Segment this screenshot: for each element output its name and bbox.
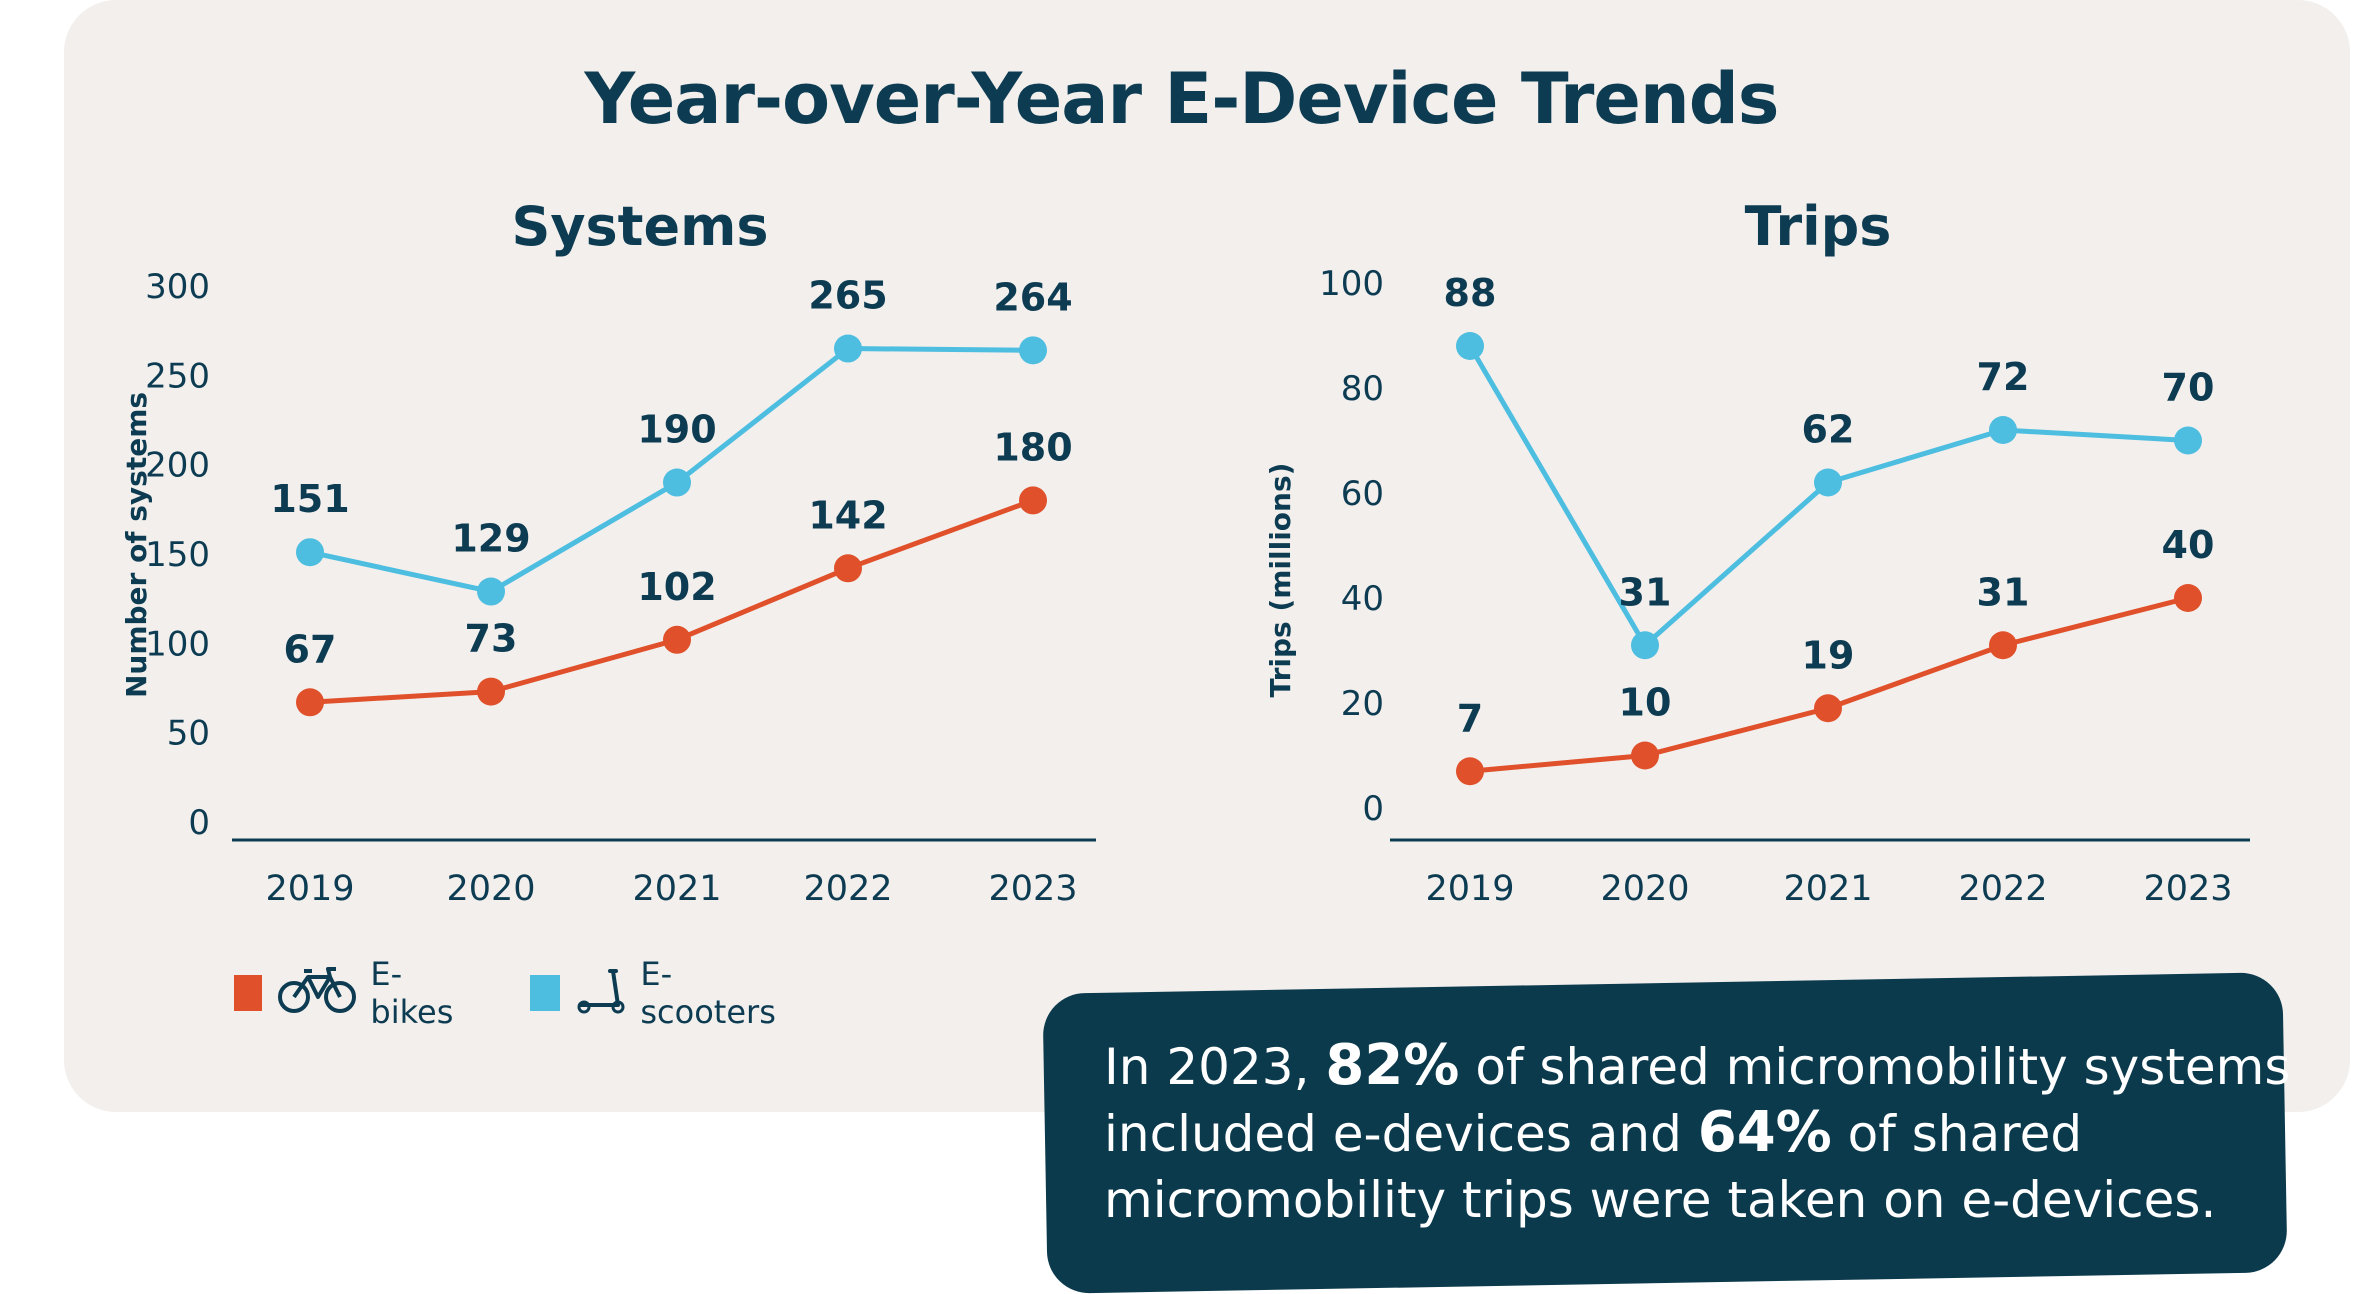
data-point-e-scooters xyxy=(1814,468,1842,497)
callout-stat-trips: 64% xyxy=(1697,1100,1832,1165)
y-tick-label: 150 xyxy=(145,535,210,575)
data-label-e-scooters: 265 xyxy=(808,274,887,318)
x-tick-label: 2019 xyxy=(1425,869,1514,909)
chart-panel xyxy=(64,0,2350,1112)
y-tick-label: 40 xyxy=(1341,579,1384,619)
y-tick-label: 300 xyxy=(145,267,210,307)
y-tick-label: 60 xyxy=(1341,474,1384,514)
data-label-e-scooters: 31 xyxy=(1619,570,1672,614)
legend-label-ebikes: E-bikes xyxy=(370,955,454,1031)
data-point-e-bikes xyxy=(2174,584,2202,612)
data-label-e-scooters: 129 xyxy=(451,517,530,561)
x-tick-label: 2023 xyxy=(2143,869,2232,909)
callout-line-3: micromobility trips were taken on e-devi… xyxy=(1104,1171,2217,1229)
callout-line-2: included e-devices and 64% of shared xyxy=(1104,1100,2083,1165)
data-point-e-bikes xyxy=(1989,631,2017,660)
chart-trips: Trips Trips (millions) 0 20 40 60 80 100 2019 202… xyxy=(1264,195,2250,909)
data-point-e-scooters xyxy=(1019,336,1047,365)
data-point-e-scooters xyxy=(2174,426,2202,455)
legend-swatch-ebikes xyxy=(234,975,263,1011)
data-label-e-bikes: 40 xyxy=(2162,523,2215,567)
data-label-e-scooters: 151 xyxy=(270,477,349,521)
legend-item-escooters: E-scooters xyxy=(530,955,781,1031)
x-tick-label: 2023 xyxy=(988,869,1077,909)
x-tick-label: 2019 xyxy=(265,869,354,909)
y-axis-label: Number of systems xyxy=(120,392,153,698)
data-point-e-bikes xyxy=(1019,486,1047,515)
x-tick-label: 2022 xyxy=(803,869,892,909)
x-tick-label: 2022 xyxy=(1958,869,2047,909)
y-tick-label: 80 xyxy=(1341,369,1384,409)
data-point-e-scooters xyxy=(477,577,505,606)
data-label-e-bikes: 102 xyxy=(637,565,716,609)
y-tick-label: 200 xyxy=(145,446,210,486)
chart-title: Systems xyxy=(511,195,768,258)
legend-swatch-escooters xyxy=(530,975,561,1011)
chart-title: Trips xyxy=(1745,195,1892,258)
legend-label-escooters: E-scooters xyxy=(640,955,776,1031)
y-tick-label: 50 xyxy=(167,714,210,754)
data-point-e-scooters xyxy=(834,334,862,363)
data-label-e-bikes: 10 xyxy=(1619,681,1672,725)
y-tick-label: 100 xyxy=(145,624,210,664)
data-point-e-scooters xyxy=(663,468,691,497)
data-label-e-bikes: 31 xyxy=(1977,570,2030,614)
data-point-e-scooters xyxy=(1456,332,1484,360)
data-label-e-bikes: 19 xyxy=(1802,633,1855,677)
data-label-e-bikes: 7 xyxy=(1457,696,1483,740)
y-tick-label: 0 xyxy=(1362,789,1384,829)
data-label-e-bikes: 73 xyxy=(465,617,518,661)
data-point-e-bikes xyxy=(663,625,691,654)
x-tick-label: 2021 xyxy=(1783,869,1872,909)
y-tick-label: 250 xyxy=(145,356,210,396)
scooter-icon xyxy=(576,967,626,1020)
data-point-e-bikes xyxy=(1631,741,1659,770)
data-point-e-bikes xyxy=(1814,694,1842,723)
data-point-e-scooters xyxy=(1631,631,1659,660)
y-axis-label: Trips (millions) xyxy=(1264,463,1297,698)
data-point-e-bikes xyxy=(1456,757,1484,786)
x-tick-label: 2020 xyxy=(446,869,535,909)
y-tick-label: 20 xyxy=(1341,684,1384,724)
data-point-e-bikes xyxy=(834,554,862,583)
data-point-e-bikes xyxy=(296,688,324,717)
y-tick-label: 100 xyxy=(1319,264,1384,304)
data-label-e-bikes: 67 xyxy=(284,627,337,671)
legend-item-ebikes: E-bikes xyxy=(234,955,461,1031)
callout-line-1: In 2023, 82% of shared micromobility sys… xyxy=(1104,1033,2291,1098)
data-label-e-scooters: 190 xyxy=(637,408,716,452)
x-tick-label: 2020 xyxy=(1600,869,1689,909)
data-label-e-bikes: 142 xyxy=(808,493,887,537)
data-label-e-scooters: 72 xyxy=(1977,355,2030,399)
x-tick-label: 2021 xyxy=(632,869,721,909)
bicycle-icon xyxy=(278,966,357,1020)
data-label-e-scooters: 70 xyxy=(2162,366,2215,410)
data-label-e-bikes: 180 xyxy=(993,425,1072,469)
data-point-e-scooters xyxy=(1989,416,2017,444)
callout-text: In 2023, 82% of shared micromobility sys… xyxy=(1104,1033,2304,1233)
chart-systems: Systems Number of systems 0 50 100 150 200 250 3… xyxy=(120,195,1096,909)
data-label-e-scooters: 88 xyxy=(1444,271,1497,315)
data-point-e-bikes xyxy=(477,677,505,706)
page-title: Year-over-Year E-Device Trends xyxy=(584,58,1780,140)
y-tick-label: 0 xyxy=(188,803,210,843)
data-label-e-scooters: 264 xyxy=(993,275,1072,319)
data-label-e-scooters: 62 xyxy=(1802,408,1855,452)
data-point-e-scooters xyxy=(296,538,324,567)
series-line-e-bikes xyxy=(1469,595,2189,774)
callout-stat-systems: 82% xyxy=(1325,1033,1460,1098)
